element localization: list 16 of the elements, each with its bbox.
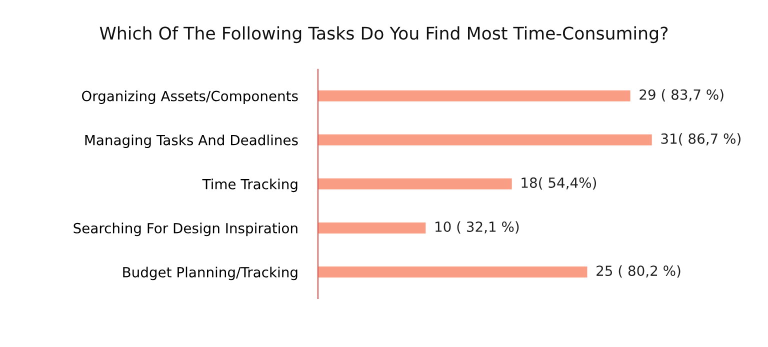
bar (318, 222, 426, 234)
data-label: 25 ( 80,2 %) (596, 265, 680, 278)
data-label: 18( 54,4%) (522, 177, 596, 190)
bar (318, 90, 630, 102)
bar (318, 266, 588, 278)
y-tick-label: Time Tracking (202, 178, 298, 192)
y-tick-label: Organizing Assets/Components (82, 90, 298, 104)
bar (318, 178, 512, 190)
y-tick-label: Budget Planning/Tracking (123, 266, 298, 280)
data-label: 29 ( 83,7 %) (640, 89, 724, 102)
bar (318, 134, 652, 146)
chart-title: Which Of The Following Tasks Do You Find Most Time-Consuming? (100, 26, 668, 44)
data-label: 31( 86,7 %) (661, 133, 740, 146)
y-tick-label: Searching For Design Inspiration (74, 222, 298, 236)
data-label: 10 ( 32,1 %) (436, 221, 519, 234)
y-tick-label: Managing Tasks And Deadlines (85, 134, 298, 148)
